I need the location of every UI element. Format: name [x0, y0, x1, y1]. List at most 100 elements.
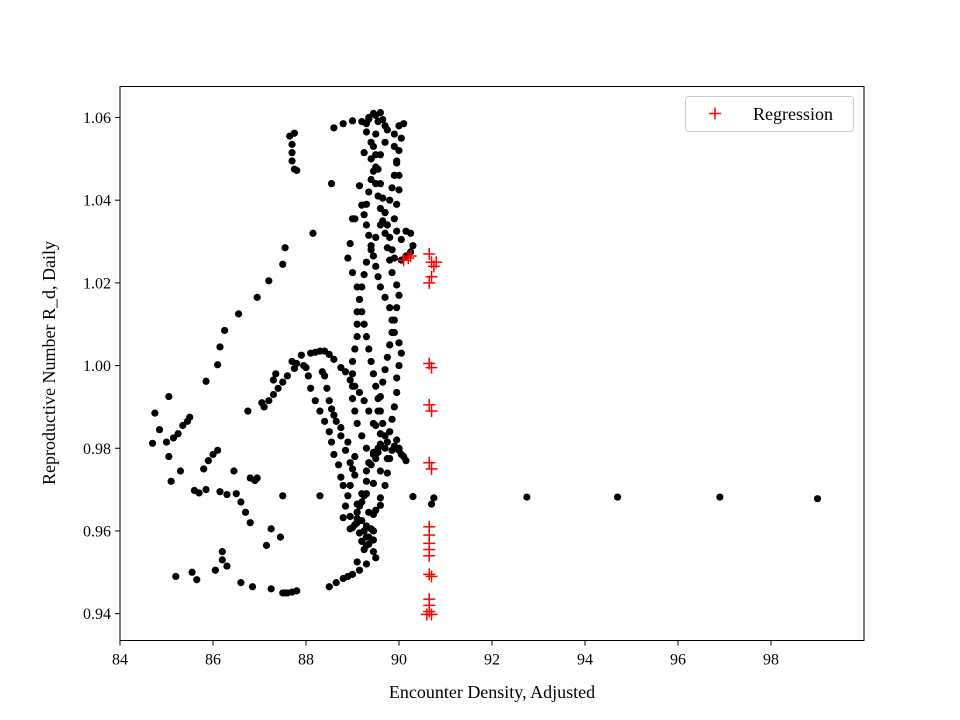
data-point [346, 525, 354, 533]
data-point [253, 474, 261, 482]
data-point [325, 583, 333, 591]
legend-box [685, 96, 854, 132]
data-point [279, 378, 287, 386]
data-point [218, 556, 226, 564]
data-point [200, 465, 208, 473]
data-point [267, 525, 275, 533]
data-point [348, 382, 357, 390]
data-point [381, 432, 389, 440]
data-point [316, 407, 324, 415]
data-point [393, 388, 401, 397]
data-point [362, 467, 371, 475]
legend: Regression [685, 96, 854, 132]
data-point [353, 500, 361, 508]
data-point [355, 529, 364, 537]
data-point [155, 426, 164, 434]
data-point [388, 328, 396, 337]
data-point [234, 310, 243, 318]
data-point [362, 333, 371, 341]
data-point [258, 399, 266, 407]
data-point [216, 488, 224, 496]
data-point [374, 273, 382, 281]
data-point [369, 510, 378, 519]
data-point [148, 439, 157, 447]
data-point [393, 304, 401, 312]
data-point [232, 490, 240, 498]
regression-point [425, 462, 438, 475]
data-point [195, 489, 203, 497]
data-point [237, 498, 245, 506]
x-tick-label: 94 [577, 652, 593, 669]
data-point [316, 492, 324, 500]
data-point [288, 357, 296, 366]
data-point [372, 130, 380, 138]
data-point [376, 467, 384, 475]
data-point [365, 540, 373, 548]
data-point [427, 500, 436, 508]
data-point [253, 293, 261, 301]
data-point [365, 115, 373, 123]
data-point [360, 545, 368, 554]
data-point [223, 562, 231, 570]
data-point [165, 392, 173, 401]
data-point [386, 304, 394, 312]
data-point [383, 353, 391, 361]
data-point [365, 407, 373, 415]
data-point [334, 461, 343, 469]
data-point [390, 142, 398, 151]
data-point [348, 215, 357, 223]
data-point [327, 405, 336, 413]
data-point [360, 320, 368, 328]
data-point [362, 221, 371, 229]
data-point [281, 244, 289, 252]
data-point [393, 374, 401, 382]
y-tick-label: 0.98 [83, 441, 111, 458]
data-point [330, 450, 338, 459]
data-point [346, 459, 354, 467]
x-axis: 84 86 88 90 92 94 96 98 [112, 640, 779, 669]
data-point [381, 122, 389, 130]
data-point [151, 409, 159, 417]
data-point [393, 227, 401, 235]
data-point [376, 108, 384, 117]
regression-point [423, 549, 436, 562]
data-point [353, 333, 361, 341]
data-point [172, 572, 180, 581]
data-point [390, 130, 398, 138]
data-point [174, 430, 182, 438]
data-point [386, 341, 394, 349]
data-point [381, 138, 389, 146]
data-point [355, 182, 364, 190]
data-point [321, 417, 329, 425]
data-point [381, 293, 389, 301]
data-point [279, 260, 287, 268]
data-point [355, 566, 364, 574]
data-point [221, 326, 229, 335]
data-point [813, 495, 822, 503]
data-point [311, 397, 319, 405]
data-point [267, 585, 275, 593]
data-point [397, 349, 405, 357]
data-point [341, 446, 350, 454]
data-point [348, 357, 357, 366]
data-point [716, 493, 724, 501]
data-point [272, 370, 280, 378]
data-point [369, 448, 378, 456]
data-point [348, 465, 357, 473]
regression-point [404, 250, 417, 263]
series-0 [148, 108, 822, 597]
data-point [383, 244, 391, 252]
data-point [202, 485, 210, 494]
data-point [386, 196, 394, 204]
data-point [362, 444, 371, 452]
regression-point [430, 256, 443, 269]
data-point [351, 452, 359, 461]
data-point [248, 583, 257, 591]
data-point [346, 376, 354, 384]
data-point [339, 120, 347, 128]
data-point [369, 479, 378, 487]
data-point [325, 397, 333, 405]
data-point [237, 579, 245, 587]
data-point [367, 525, 375, 533]
data-point [390, 171, 398, 179]
